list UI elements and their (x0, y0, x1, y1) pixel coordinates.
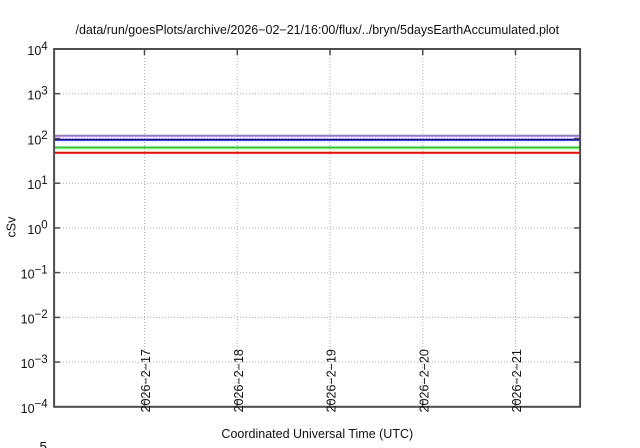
svg-text:2026−2−20: 2026−2−20 (417, 349, 431, 412)
svg-text:/data/run/goesPlots/archive/20: /data/run/goesPlots/archive/2026−02−21/1… (75, 23, 559, 37)
svg-text:Coordinated Universal Time (UT: Coordinated Universal Time (UTC) (221, 427, 413, 441)
svg-text:2026−2−19: 2026−2−19 (325, 349, 339, 412)
svg-text:5: 5 (40, 440, 48, 448)
svg-text:2026−2−17: 2026−2−17 (139, 349, 153, 412)
svg-text:cSv: cSv (4, 216, 18, 238)
svg-text:2026−2−18: 2026−2−18 (232, 349, 246, 412)
svg-text:2026−2−21: 2026−2−21 (510, 349, 524, 412)
